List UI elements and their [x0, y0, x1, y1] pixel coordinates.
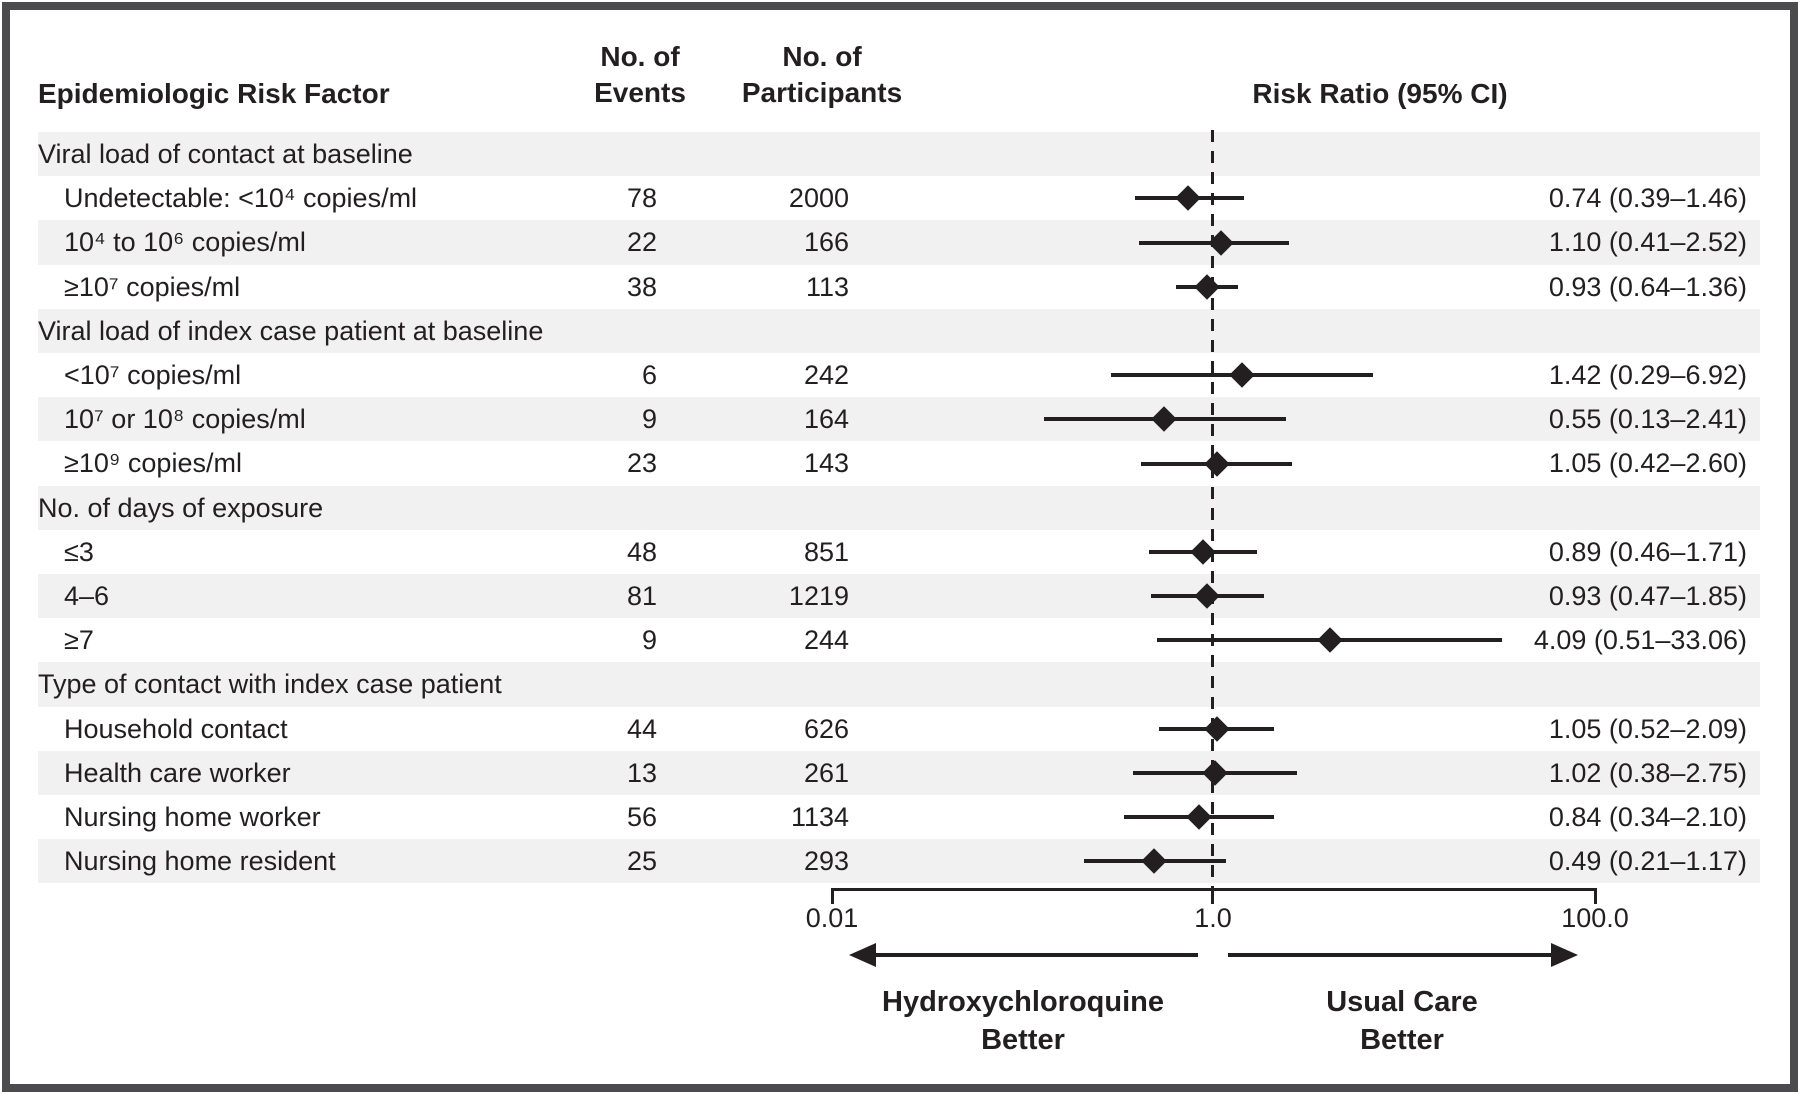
row-participants-value: 1219 — [788, 581, 849, 611]
row-participants-value: 1134 — [790, 802, 849, 832]
row-label: Nursing home resident — [64, 846, 336, 877]
row-label: Nursing home worker — [64, 802, 321, 832]
left-arrow-line — [862, 953, 1198, 957]
row-events-value: 44 — [626, 713, 657, 744]
row-label: 10⁴ to 10⁶ copies/ml — [64, 227, 306, 258]
group-row-label: Viral load of index case patient at base… — [38, 315, 544, 346]
left-direction-label: Hydroxychloroquine Better — [813, 983, 1233, 1059]
participants-header-line1: No. of — [782, 41, 862, 72]
x-axis-tick-min — [831, 888, 834, 904]
right-arrow-line — [1228, 953, 1564, 957]
row-events-value: 9 — [641, 625, 657, 656]
participants-header: No. of Participants — [722, 39, 922, 111]
row-label: Undetectable: <10⁴ copies/ml — [64, 183, 418, 214]
risk-ratio-header: Risk Ratio (95% CI) — [1252, 78, 1508, 109]
row-events-value: 48 — [626, 536, 657, 567]
row-events-value: 25 — [626, 846, 657, 877]
rr-value: 1.10 (0.41–2.52) — [1548, 227, 1747, 258]
row-participants-value: 164 — [803, 404, 849, 435]
row-events-value: 38 — [626, 271, 657, 302]
row-events-value: 81 — [626, 581, 657, 611]
table-row-stripe — [38, 308, 1760, 353]
rr-value: 0.49 (0.21–1.17) — [1548, 846, 1747, 877]
left-arrow-head-icon — [849, 943, 876, 967]
row-participants-value: 242 — [803, 360, 849, 390]
rr-value: 0.74 (0.39–1.46) — [1548, 183, 1747, 214]
rr-value: 0.84 (0.34–2.10) — [1548, 802, 1747, 832]
row-label: Health care worker — [64, 757, 291, 788]
rr-value: 4.09 (0.51–33.06) — [1533, 625, 1747, 656]
row-label: ≤3 — [64, 536, 94, 567]
row-label: <10⁷ copies/ml — [64, 360, 242, 390]
participants-header-line2: Participants — [741, 77, 903, 108]
table-row-stripe — [38, 750, 1760, 795]
table-row-stripe — [38, 662, 1760, 707]
row-label: ≥10⁷ copies/ml — [64, 271, 241, 302]
rr-diamond-marker — [1185, 804, 1212, 830]
row-participants-value: 244 — [803, 625, 849, 656]
right-direction-label: Usual Care Better — [1192, 983, 1612, 1059]
row-participants-value: 261 — [803, 757, 849, 788]
rr-diamond-marker — [1229, 362, 1255, 388]
rr-value: 0.55 (0.13–2.41) — [1548, 404, 1747, 435]
left-direction-label-line2: Better — [981, 1024, 1065, 1056]
row-events-value: 23 — [626, 448, 657, 479]
row-label: 10⁷ or 10⁸ copies/ml — [64, 404, 306, 435]
reference-line — [1211, 130, 1214, 889]
risk-factor-header: Epidemiologic Risk Factor — [38, 78, 390, 109]
table-row-stripe — [38, 220, 1760, 265]
events-header-line1: No. of — [600, 41, 680, 72]
row-events-value: 9 — [641, 404, 657, 435]
x-axis — [831, 888, 1597, 891]
row-events-value: 13 — [626, 757, 657, 788]
row-participants-value: 293 — [803, 846, 849, 877]
row-label: Household contact — [64, 713, 288, 744]
table-row-stripe — [38, 132, 1760, 177]
left-direction-label-line1: Hydroxychloroquine — [882, 986, 1164, 1018]
events-header: No. of Events — [540, 39, 740, 111]
row-events-value: 56 — [626, 802, 657, 832]
group-row-label: No. of days of exposure — [38, 492, 324, 523]
row-participants-value: 113 — [805, 271, 849, 302]
row-events-value: 78 — [626, 183, 657, 214]
right-arrow-head-icon — [1551, 943, 1578, 967]
row-events-value: 6 — [641, 360, 657, 390]
rr-value: 1.02 (0.38–2.75) — [1548, 757, 1747, 788]
rr-diamond-marker — [1194, 273, 1220, 300]
group-row-label: Type of contact with index case patient — [38, 669, 502, 700]
rr-diamond-marker — [1204, 715, 1230, 742]
row-participants-value: 2000 — [788, 183, 849, 214]
row-participants-value: 626 — [803, 713, 849, 744]
rr-value: 0.93 (0.64–1.36) — [1548, 271, 1747, 302]
table-row-stripe — [38, 485, 1760, 530]
right-direction-label-line1: Usual Care — [1326, 986, 1478, 1018]
row-participants-value: 851 — [803, 536, 849, 567]
table-row-stripe — [38, 839, 1760, 884]
right-direction-label-line2: Better — [1360, 1024, 1444, 1056]
row-events-value: 22 — [626, 227, 657, 258]
x-axis-tick-label-min: 0.01 — [805, 903, 859, 933]
rr-value: 0.89 (0.46–1.71) — [1548, 536, 1747, 567]
x-axis-tick-max — [1594, 888, 1597, 904]
rr-diamond-marker — [1175, 185, 1201, 212]
events-header-line2: Events — [594, 77, 686, 108]
table-row-stripe — [38, 574, 1760, 619]
rr-value: 1.05 (0.42–2.60) — [1548, 448, 1747, 479]
x-axis-tick-label-max: 100.0 — [1561, 903, 1629, 933]
row-participants-value: 166 — [803, 227, 849, 258]
rr-value: 0.93 (0.47–1.85) — [1548, 581, 1747, 611]
row-label: 4–6 — [64, 581, 110, 611]
rr-value: 1.42 (0.29–6.92) — [1548, 360, 1747, 390]
x-axis-tick-label-mid: 1.0 — [1194, 903, 1232, 933]
x-axis-tick-mid — [1211, 888, 1214, 904]
row-label: ≥10⁹ copies/ml — [64, 448, 242, 479]
row-participants-value: 143 — [803, 448, 849, 479]
rr-diamond-marker — [1204, 450, 1230, 477]
rr-diamond-marker — [1316, 627, 1343, 654]
table-row-stripe — [38, 397, 1760, 442]
group-row-label: Viral load of contact at baseline — [38, 139, 413, 169]
row-label: ≥7 — [64, 625, 94, 656]
rr-value: 1.05 (0.52–2.09) — [1548, 713, 1747, 744]
